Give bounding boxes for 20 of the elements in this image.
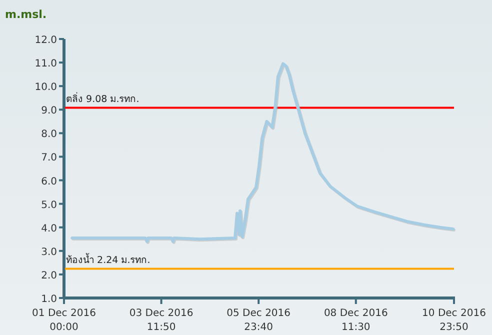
y-tick-label: 8.0 xyxy=(41,129,57,140)
x-tick-label: 10 Dec 2016 23:50 xyxy=(422,308,486,333)
x-tick-label: 05 Dec 2016 23:40 xyxy=(226,308,291,333)
ref-line-label: ตลิ่ง 9.08 ม.รทก. xyxy=(66,92,140,105)
y-tick-label: 7.0 xyxy=(41,152,57,164)
y-tick-label: 12.0 xyxy=(34,35,57,46)
y-tick-label: 11.0 xyxy=(34,58,57,70)
y-tick-label: 1.0 xyxy=(41,294,57,305)
ref-line-label: ท้องน้ำ 2.24 ม.รทก. xyxy=(66,252,150,266)
y-tick-label: 10.0 xyxy=(34,82,57,94)
x-tick-label: 01 Dec 2016 00:00 xyxy=(32,308,96,333)
y-tick-label: 5.0 xyxy=(41,200,57,211)
x-tick-label: 03 Dec 2016 11:50 xyxy=(129,308,194,333)
y-axis-title: m.msl. xyxy=(5,8,47,21)
y-tick-label: 9.0 xyxy=(41,106,57,117)
x-tick-label: 08 Dec 2016 11:30 xyxy=(324,308,388,333)
y-tick-label: 6.0 xyxy=(41,176,57,188)
y-tick-label: 2.0 xyxy=(41,270,57,282)
y-tick-label: 3.0 xyxy=(41,246,57,258)
y-tick-label: 4.0 xyxy=(41,223,57,234)
